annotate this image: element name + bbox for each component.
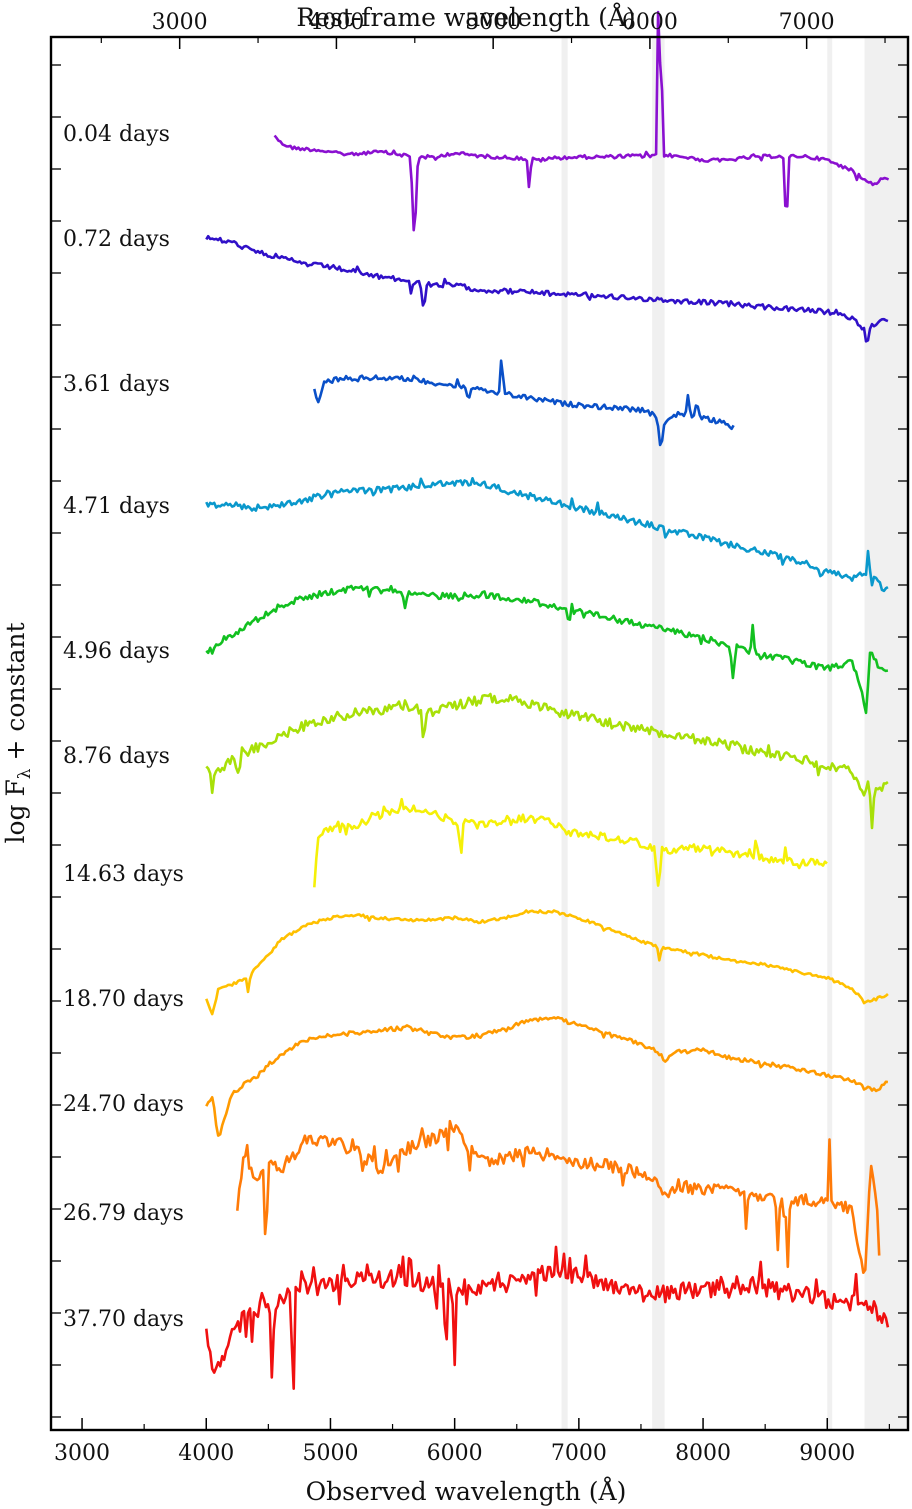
series-label-1: 0.72 days	[63, 227, 170, 252]
series-label-6: 14.63 days	[63, 862, 184, 887]
series-label-10: 37.70 days	[63, 1307, 184, 1332]
x-tick-label-1: 4000	[178, 1441, 234, 1466]
telluric-band-0	[561, 37, 568, 1430]
spectrum-line-0	[273, 10, 890, 232]
spectrum-line-8	[205, 1016, 889, 1137]
series-label-9: 26.79 days	[63, 1201, 184, 1226]
spectrum-line-6	[313, 797, 828, 888]
spectrum-line-2	[313, 359, 735, 447]
x-tick-label-4: 7000	[551, 1441, 607, 1466]
spectrum-line-4	[205, 584, 889, 715]
x2-tick-label-4: 7000	[779, 10, 835, 35]
spectrum-line-3	[205, 477, 889, 593]
telluric-bands	[561, 37, 908, 1430]
series-label-3: 4.71 days	[63, 494, 170, 519]
x-tick-label-3: 6000	[427, 1441, 483, 1466]
x2-tick-label-3: 6000	[622, 10, 678, 35]
x2-tick-label-0: 3000	[152, 10, 208, 35]
x-tick-label-0: 3000	[54, 1441, 110, 1466]
spectrum-line-7	[205, 909, 889, 1016]
y-axis-label-tail: + constant	[1, 622, 30, 768]
series-label-5: 8.76 days	[63, 744, 170, 769]
x2-tick-label-2: 5000	[465, 10, 521, 35]
series-label-2: 3.61 days	[63, 372, 170, 397]
series-label-4: 4.96 days	[63, 639, 170, 664]
telluric-band-3	[864, 37, 908, 1430]
series-label-7: 18.70 days	[63, 987, 184, 1012]
x-axis-label: Observed wavelength (Å)	[306, 1476, 627, 1506]
y-axis-label: log Fλ + constant	[1, 622, 35, 843]
telluric-band-2	[827, 37, 833, 1430]
spectrum-line-9	[236, 1119, 881, 1274]
series-label-0: 0.04 days	[63, 122, 170, 147]
series-layer	[205, 10, 890, 1390]
spectrum-line-1	[205, 234, 889, 343]
x-tick-label-2: 5000	[302, 1441, 358, 1466]
y-axis-label-main: log F	[1, 779, 30, 843]
series-label-8: 24.70 days	[63, 1092, 184, 1117]
spectrum-line-10	[205, 1245, 890, 1390]
top-axis-label: Rest-frame wavelength (Å)	[296, 2, 635, 32]
x2-tick-label-1: 4000	[308, 10, 364, 35]
axis-ticks: 3000 4000 5000 6000 7000 8000 9000 3000 4000 5000…	[51, 10, 908, 1466]
plot-frame	[49, 35, 910, 1432]
y-axis-label-sub: λ	[15, 768, 35, 779]
x-tick-label-6: 9000	[799, 1441, 855, 1466]
spectrum-line-5	[205, 692, 889, 830]
x-tick-label-5: 8000	[675, 1441, 731, 1466]
series-labels: 0.04 days 0.72 days 3.61 days 4.71 days 4.96…	[63, 122, 184, 1332]
